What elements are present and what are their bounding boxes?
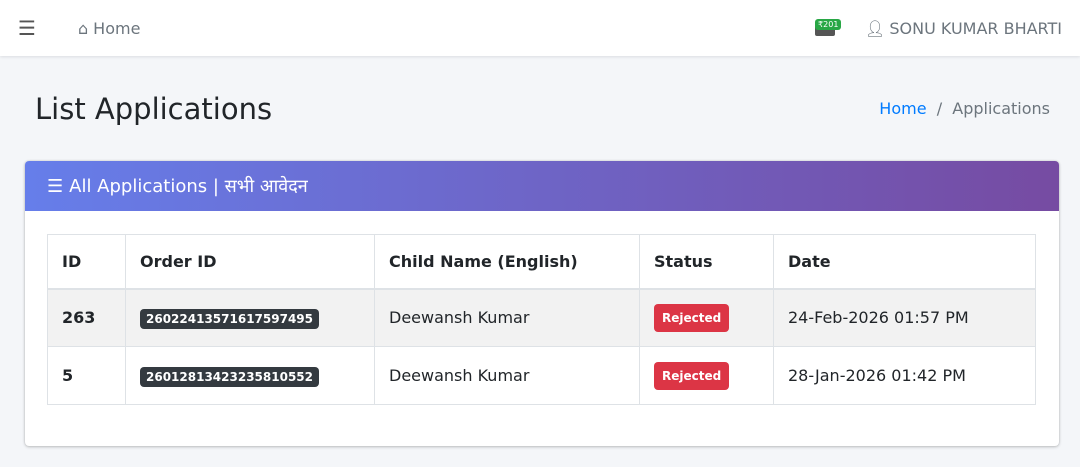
order-id-badge: 26022413571617597495	[140, 309, 319, 330]
col-status: Status	[639, 234, 774, 290]
order-id-badge: 26012813423235810552	[140, 367, 319, 387]
user-menu[interactable]: 👤︎ SONU KUMAR BHARTI	[865, 19, 1062, 38]
table-row: 263 26022413571617597495 Deewansh Kumar …	[47, 288, 1036, 347]
wallet-button[interactable]: ₹201	[815, 19, 845, 37]
col-id: ID	[47, 234, 126, 290]
col-child-name: Child Name (English)	[374, 234, 640, 290]
col-date: Date	[773, 234, 1036, 290]
breadcrumb: Home / Applications	[879, 99, 1050, 118]
status-badge: Rejected	[654, 361, 730, 390]
cell-id: 263	[47, 288, 126, 347]
nav-home-link[interactable]: ⌂ Home	[78, 19, 140, 38]
page-title: List Applications	[35, 91, 273, 126]
cell-name: Deewansh Kumar	[374, 288, 640, 347]
cell-date: 24-Feb-2026 01:57 PM	[773, 288, 1036, 347]
home-label: Home	[93, 18, 141, 38]
menu-icon[interactable]: ☰	[18, 16, 36, 40]
user-icon: 👤︎	[865, 18, 886, 38]
col-order-id: Order ID	[125, 234, 375, 290]
list-icon: ☰	[47, 175, 64, 197]
breadcrumb-home[interactable]: Home	[879, 99, 927, 118]
breadcrumb-current: Applications	[952, 99, 1050, 118]
top-navbar: ☰ ⌂ Home ₹201 👤︎ SONU KUMAR BHARTI	[0, 0, 1080, 56]
home-icon: ⌂	[78, 18, 89, 38]
card-title: All Applications | सभी आवेदन	[69, 176, 308, 197]
user-name: SONU KUMAR BHARTI	[889, 18, 1062, 38]
table-row: 5 26012813423235810552 Deewansh Kumar Re…	[47, 346, 1036, 405]
cell-id: 5	[47, 346, 126, 405]
applications-card: ☰ All Applications | सभी आवेदन ID Order I…	[25, 161, 1059, 446]
cell-name: Deewansh Kumar	[374, 346, 640, 405]
applications-table: ID Order ID Child Name (English) Status …	[47, 234, 1036, 405]
status-badge: Rejected	[654, 303, 730, 332]
wallet-balance: ₹201	[815, 19, 842, 30]
cell-date: 28-Jan-2026 01:42 PM	[773, 346, 1036, 405]
